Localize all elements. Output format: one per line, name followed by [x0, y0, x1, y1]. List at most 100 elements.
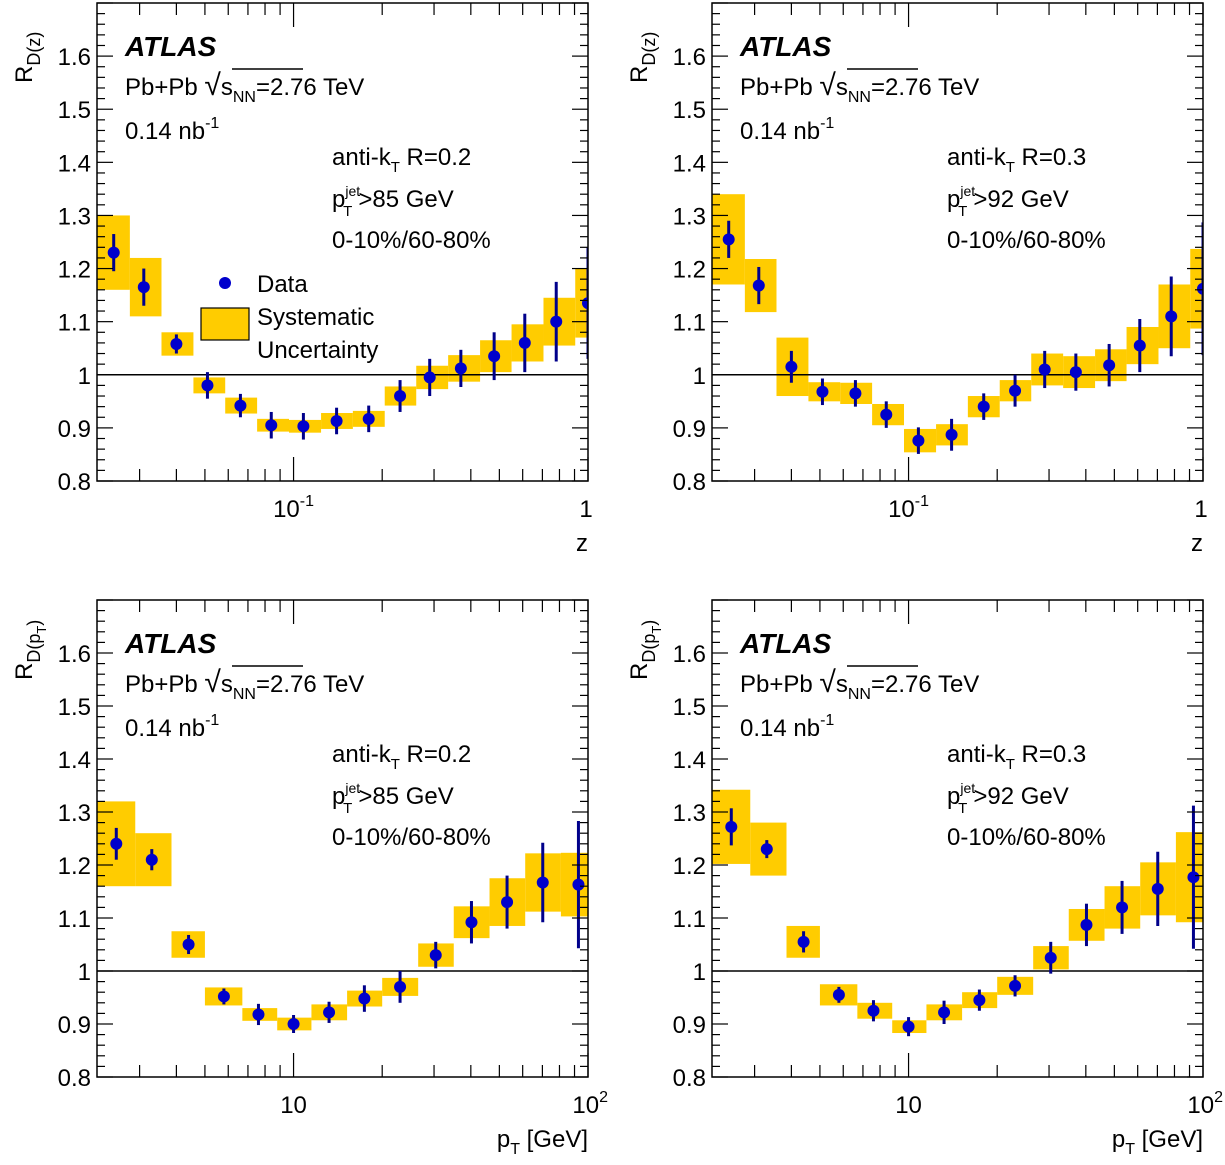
data-point-13	[536, 876, 549, 889]
atlas-label: ATLAS	[124, 31, 217, 62]
algo-subscript: T	[1006, 159, 1015, 176]
lumi-exponent: -1	[820, 712, 834, 729]
jet-algorithm-label: anti-kT R=0.2	[332, 741, 471, 773]
y-tick-label: 0.8	[673, 1065, 706, 1092]
y-tick-label: 0.9	[58, 1012, 91, 1039]
x-tick-label: 102	[1187, 1089, 1223, 1119]
energy-label: =2.76 TeV	[256, 74, 364, 101]
y-axis-title-sub: D(p	[24, 634, 44, 663]
sqrt-symbol: √	[819, 69, 836, 102]
collision-label: Pb+Pb √sNN=2.76 TeV	[125, 666, 364, 703]
data-point-13	[488, 350, 501, 363]
plot-area	[712, 194, 1203, 454]
x-tick-base: 1	[579, 496, 592, 523]
lumi-exponent: -1	[820, 115, 834, 132]
x-axis-title: pT [GeV]	[497, 1126, 588, 1158]
y-tick-label: 1.5	[673, 694, 706, 721]
jet-algorithm-label: anti-kT R=0.3	[947, 144, 1086, 176]
x-axis-title-main: p	[1112, 1126, 1125, 1153]
data-point-6	[880, 408, 893, 421]
plot-frame	[711, 2, 1204, 482]
x-tick-base: 10	[895, 1092, 922, 1119]
data-point-14	[572, 878, 585, 891]
sqrt-symbol: √	[819, 666, 836, 699]
data-point-5	[849, 387, 862, 400]
data-point-4	[217, 990, 230, 1003]
data-point-2	[137, 281, 150, 294]
centrality-label: 0-10%/60-80%	[332, 227, 491, 254]
sqrt-symbol: √	[204, 666, 221, 699]
pt-subscript: T	[343, 800, 352, 817]
pt-superscript: jet	[959, 780, 975, 796]
x-axis-title-main: z	[1191, 530, 1203, 557]
data-point-12	[501, 896, 514, 909]
centrality-label: 0-10%/60-80%	[947, 227, 1106, 254]
data-point-2	[752, 279, 765, 292]
atlas-label: ATLAS	[124, 628, 217, 659]
x-axis-title: z	[576, 530, 588, 557]
x-tick-exp: -1	[915, 493, 929, 510]
data-point-7	[912, 434, 925, 447]
algo-subscript: T	[1006, 756, 1015, 773]
x-axis: 10-1 1	[139, 3, 593, 523]
collision-label: Pb+Pb √sNN=2.76 TeV	[740, 666, 979, 703]
jet-algorithm-label: anti-kT R=0.2	[332, 144, 471, 176]
y-axis-title-sub: D(p	[639, 634, 659, 663]
data-point-15	[1165, 310, 1178, 323]
y-tick-label: 1.4	[58, 150, 91, 177]
y-axis-title-main: R	[11, 663, 38, 680]
legend-syst-box	[200, 307, 250, 341]
plot-frame	[711, 599, 1204, 1078]
algo-radius: R=0.3	[1015, 741, 1086, 768]
x-tick-base: 10	[572, 1092, 599, 1119]
data-point-4	[201, 379, 214, 392]
x-tick-exp: 2	[1214, 1089, 1223, 1106]
y-axis: 0.8 0.9 1 1.1 1.2 1.3 1.4 1.5 1.6	[58, 2, 588, 496]
data-point-1	[725, 820, 738, 833]
data-point-12	[1069, 366, 1082, 379]
pt-cut-value: >92 GeV	[973, 783, 1068, 810]
syst-box-17	[607, 245, 638, 330]
sqrt-s: s	[221, 74, 233, 101]
data-point-2	[760, 843, 773, 856]
data-point-9	[977, 400, 990, 413]
y-tick-label: 1.6	[673, 641, 706, 668]
atlas-label: ATLAS	[739, 31, 832, 62]
y-axis: 0.8 0.9 1 1.1 1.2 1.3 1.4 1.5 1.6	[58, 599, 588, 1092]
x-tick-label: 1	[579, 496, 592, 523]
y-tick-label: 1.5	[58, 97, 91, 124]
collision-label: Pb+Pb √sNN=2.76 TeV	[740, 69, 979, 106]
x-axis-title-main: z	[576, 530, 588, 557]
x-tick-label: 102	[572, 1089, 608, 1119]
y-tick-label: 1.4	[673, 150, 706, 177]
y-axis-title-subsub: T	[34, 626, 49, 634]
y-tick-label: 1.5	[673, 97, 706, 124]
luminosity-label: 0.14 nb-1	[740, 115, 834, 145]
data-point-5	[234, 399, 247, 412]
y-axis: 0.8 0.9 1 1.1 1.2 1.3 1.4 1.5 1.6	[673, 599, 1203, 1092]
data-point-9	[362, 412, 375, 425]
sqrt-s: s	[836, 74, 848, 101]
y-tick-label: 1.5	[58, 694, 91, 721]
x-axis: 10 102	[139, 600, 608, 1119]
y-tick-label: 0.9	[673, 1012, 706, 1039]
data-point-6	[287, 1018, 300, 1030]
data-point-5	[252, 1008, 265, 1021]
data-point-8	[973, 994, 986, 1007]
data-point-7	[938, 1006, 951, 1019]
y-tick-label: 1.1	[673, 310, 706, 337]
data-point-1	[722, 233, 735, 246]
data-point-5	[867, 1004, 880, 1017]
data-point-12	[1116, 901, 1129, 914]
x-tick-label: 10	[280, 1092, 307, 1119]
y-tick-label: 0.8	[673, 469, 706, 496]
plot-area	[712, 789, 1203, 1037]
data-point-11	[1080, 918, 1093, 931]
data-point-6	[902, 1020, 915, 1033]
y-tick-label: 1	[78, 959, 91, 986]
data-point-13	[1103, 359, 1116, 372]
legend-data-label: Data	[257, 271, 308, 298]
y-axis: 0.8 0.9 1 1.1 1.2 1.3 1.4 1.5 1.6	[673, 2, 1203, 496]
